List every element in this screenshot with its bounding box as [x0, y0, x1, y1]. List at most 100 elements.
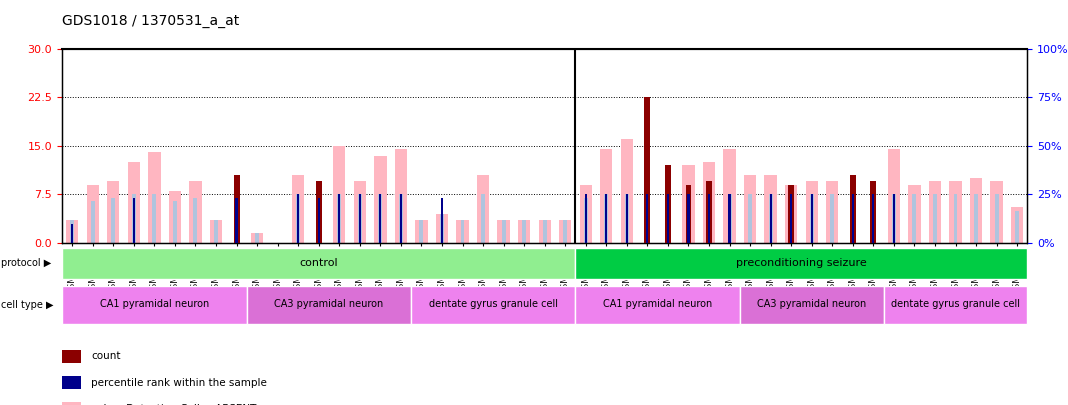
Text: dentate gyrus granule cell: dentate gyrus granule cell [891, 299, 1020, 309]
Bar [827, 181, 838, 243]
Bar [354, 181, 366, 243]
Bar [337, 194, 342, 243]
Bar [908, 185, 921, 243]
Bar [892, 194, 896, 243]
Bar [62, 376, 81, 389]
Bar [933, 194, 937, 243]
Bar [584, 198, 587, 243]
Bar [436, 214, 449, 243]
Bar [316, 181, 321, 243]
Bar [131, 194, 136, 243]
Bar [189, 181, 202, 243]
Bar [193, 198, 198, 243]
FancyBboxPatch shape [576, 286, 740, 324]
Bar [769, 194, 772, 243]
FancyBboxPatch shape [740, 286, 883, 324]
Bar [600, 149, 612, 243]
Bar [954, 194, 958, 243]
Bar [477, 175, 489, 243]
Bar [522, 220, 527, 243]
Bar [395, 149, 407, 243]
Bar [888, 149, 900, 243]
Bar [72, 224, 74, 243]
Bar [87, 185, 99, 243]
Bar [790, 194, 792, 243]
Text: CA3 pyramidal neuron: CA3 pyramidal neuron [274, 299, 383, 309]
Bar [456, 220, 469, 243]
Bar [994, 194, 999, 243]
Bar [805, 181, 818, 243]
Bar [518, 220, 531, 243]
Bar [148, 152, 160, 243]
Bar [559, 220, 571, 243]
Text: CA3 pyramidal neuron: CA3 pyramidal neuron [757, 299, 866, 309]
Bar [333, 146, 345, 243]
Bar [62, 403, 81, 405]
Bar [728, 194, 731, 243]
Bar [873, 194, 875, 243]
FancyBboxPatch shape [247, 286, 411, 324]
Text: preconditioning seizure: preconditioning seizure [736, 258, 867, 268]
Bar [727, 194, 732, 243]
Bar [584, 194, 587, 243]
Bar [929, 181, 941, 243]
Bar [91, 201, 95, 243]
Bar [1011, 207, 1023, 243]
Bar [358, 194, 362, 243]
Bar [682, 165, 694, 243]
Bar [580, 185, 592, 243]
Bar [666, 194, 669, 243]
Bar [765, 175, 776, 243]
Bar [292, 175, 304, 243]
Bar [379, 194, 381, 243]
Bar [107, 181, 120, 243]
Bar [66, 220, 78, 243]
Bar [214, 220, 218, 243]
Bar [374, 156, 387, 243]
Bar [255, 233, 260, 243]
Text: value, Detection Call = ABSENT: value, Detection Call = ABSENT [92, 404, 256, 405]
Text: CA1 pyramidal neuron: CA1 pyramidal neuron [99, 299, 209, 309]
Bar [1016, 211, 1019, 243]
Bar [111, 198, 115, 243]
Bar [912, 194, 916, 243]
Text: CA1 pyramidal neuron: CA1 pyramidal neuron [603, 299, 712, 309]
Bar [707, 194, 711, 243]
Bar [173, 201, 177, 243]
Bar [420, 220, 423, 243]
Text: count: count [92, 352, 121, 361]
Bar [169, 191, 182, 243]
Bar [543, 220, 547, 243]
Bar [949, 181, 961, 243]
Bar [851, 194, 854, 243]
Bar [604, 194, 609, 243]
Bar [234, 175, 239, 243]
Bar [440, 214, 444, 243]
Text: control: control [299, 258, 339, 268]
FancyBboxPatch shape [576, 248, 1027, 279]
Bar [974, 194, 978, 243]
Text: percentile rank within the sample: percentile rank within the sample [92, 378, 267, 388]
Bar [703, 162, 716, 243]
Bar [686, 185, 691, 243]
Bar [297, 194, 299, 243]
Bar [70, 220, 74, 243]
Bar [706, 181, 712, 243]
Bar [132, 198, 135, 243]
Bar [378, 194, 382, 243]
FancyBboxPatch shape [62, 248, 576, 279]
Bar [460, 220, 465, 243]
Bar [339, 194, 341, 243]
Bar [688, 194, 690, 243]
Bar [502, 220, 505, 243]
Bar [789, 194, 794, 243]
FancyBboxPatch shape [411, 286, 576, 324]
Bar [235, 198, 238, 243]
Bar [209, 220, 222, 243]
Bar [399, 194, 403, 243]
Bar [441, 198, 443, 243]
Bar [296, 194, 300, 243]
Bar [646, 194, 648, 243]
Bar [990, 181, 1003, 243]
Bar [708, 194, 710, 243]
